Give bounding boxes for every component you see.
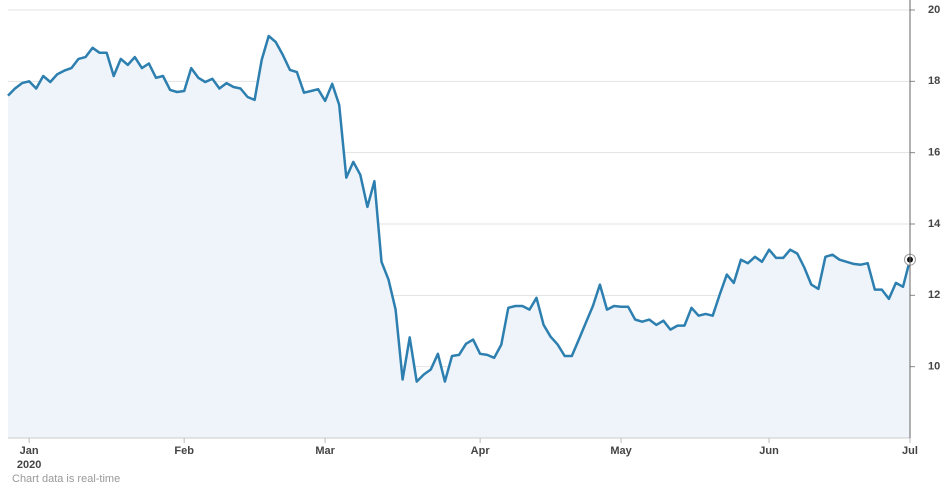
x-tick-label: May: [610, 445, 632, 457]
x-tick-label: Mar: [315, 445, 335, 457]
line: [7, 34, 912, 383]
y-tick-label: 12: [928, 289, 940, 301]
x-tick-label: Feb: [174, 445, 194, 457]
x-tick-label: Jul: [902, 445, 918, 457]
y-tick-label: 16: [928, 147, 940, 159]
area: [8, 36, 910, 438]
y-tick-label: 18: [928, 75, 940, 87]
x-tick-label: Jun: [759, 445, 779, 457]
y-tick-label: 10: [928, 361, 940, 373]
y-tick-label: 14: [928, 218, 941, 230]
x-year-label: 2020: [17, 459, 41, 471]
y-tick-label: 20: [928, 4, 940, 16]
chart-note: Chart data is real-time: [12, 473, 120, 485]
x-tick-label: Jan: [20, 445, 39, 457]
x-tick-label: Apr: [471, 445, 491, 457]
